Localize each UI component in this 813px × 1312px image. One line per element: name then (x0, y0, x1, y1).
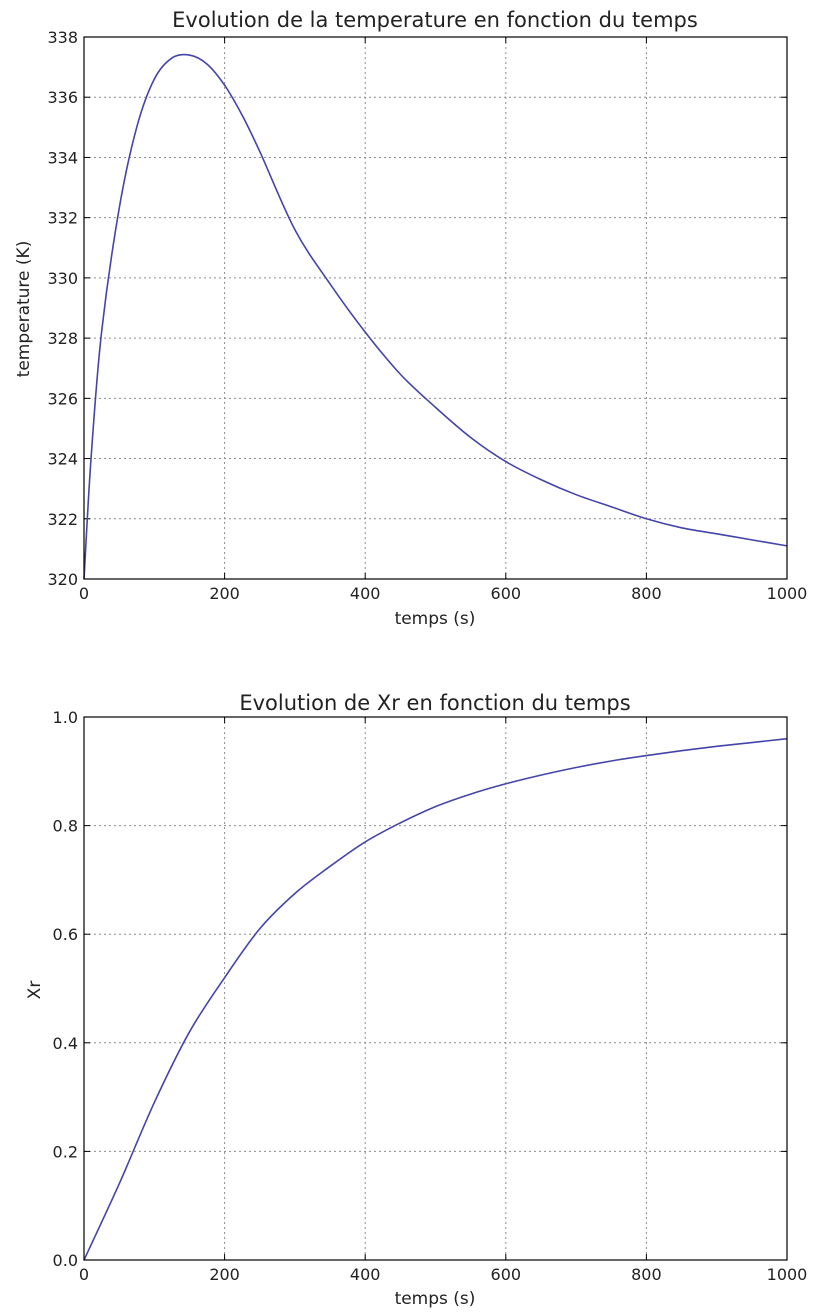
chart-title: Evolution de la temperature en fonction … (172, 8, 698, 32)
y-axis-label: Xr (25, 981, 45, 1000)
series-line (83, 53, 788, 580)
plot-frame (83, 36, 788, 580)
y-tick-label: 338 (47, 28, 78, 47)
x-tick-label: 800 (631, 584, 662, 603)
y-tick-label: 324 (47, 450, 78, 469)
y-tick-label: 0.0 (53, 1251, 78, 1270)
x-tick-label: 1000 (767, 584, 808, 603)
series-line (83, 737, 788, 1261)
y-tick-label: 328 (47, 329, 78, 348)
x-axis-label: temps (s) (395, 1289, 476, 1309)
x-axis-label: temps (s) (395, 609, 476, 629)
x-tick-label: 200 (209, 584, 240, 603)
y-tick-label: 322 (47, 510, 78, 529)
x-tick-label: 400 (350, 584, 381, 603)
x-tick-label: 600 (491, 584, 522, 603)
y-tick-label: 0.8 (53, 817, 78, 836)
x-tick-label: 400 (350, 1265, 381, 1284)
x-tick-label: 0 (79, 584, 89, 603)
y-tick-label: 0.2 (53, 1142, 78, 1161)
y-tick-label: 326 (47, 389, 78, 408)
y-tick-label: 334 (47, 148, 78, 167)
y-tick-label: 1.0 (53, 708, 78, 727)
y-tick-label: 0.4 (53, 1034, 78, 1053)
y-tick-label: 320 (47, 570, 78, 589)
x-tick-label: 200 (209, 1265, 240, 1284)
x-tick-label: 0 (79, 1265, 89, 1284)
y-tick-label: 332 (47, 209, 78, 228)
y-tick-label: 330 (47, 269, 78, 288)
x-tick-label: 1000 (767, 1265, 808, 1284)
y-tick-label: 0.6 (53, 925, 78, 944)
plot-frame (83, 716, 788, 1261)
temperature-chart: Evolution de la temperature en fonction … (14, 8, 807, 629)
chart-title: Evolution de Xr en fonction du temps (239, 691, 630, 715)
x-tick-label: 800 (631, 1265, 662, 1284)
x-tick-label: 600 (491, 1265, 522, 1284)
y-axis-label: temperature (K) (14, 241, 34, 378)
xr-chart: Evolution de Xr en fonction du temps tem… (25, 691, 807, 1309)
y-tick-label: 336 (47, 88, 78, 107)
